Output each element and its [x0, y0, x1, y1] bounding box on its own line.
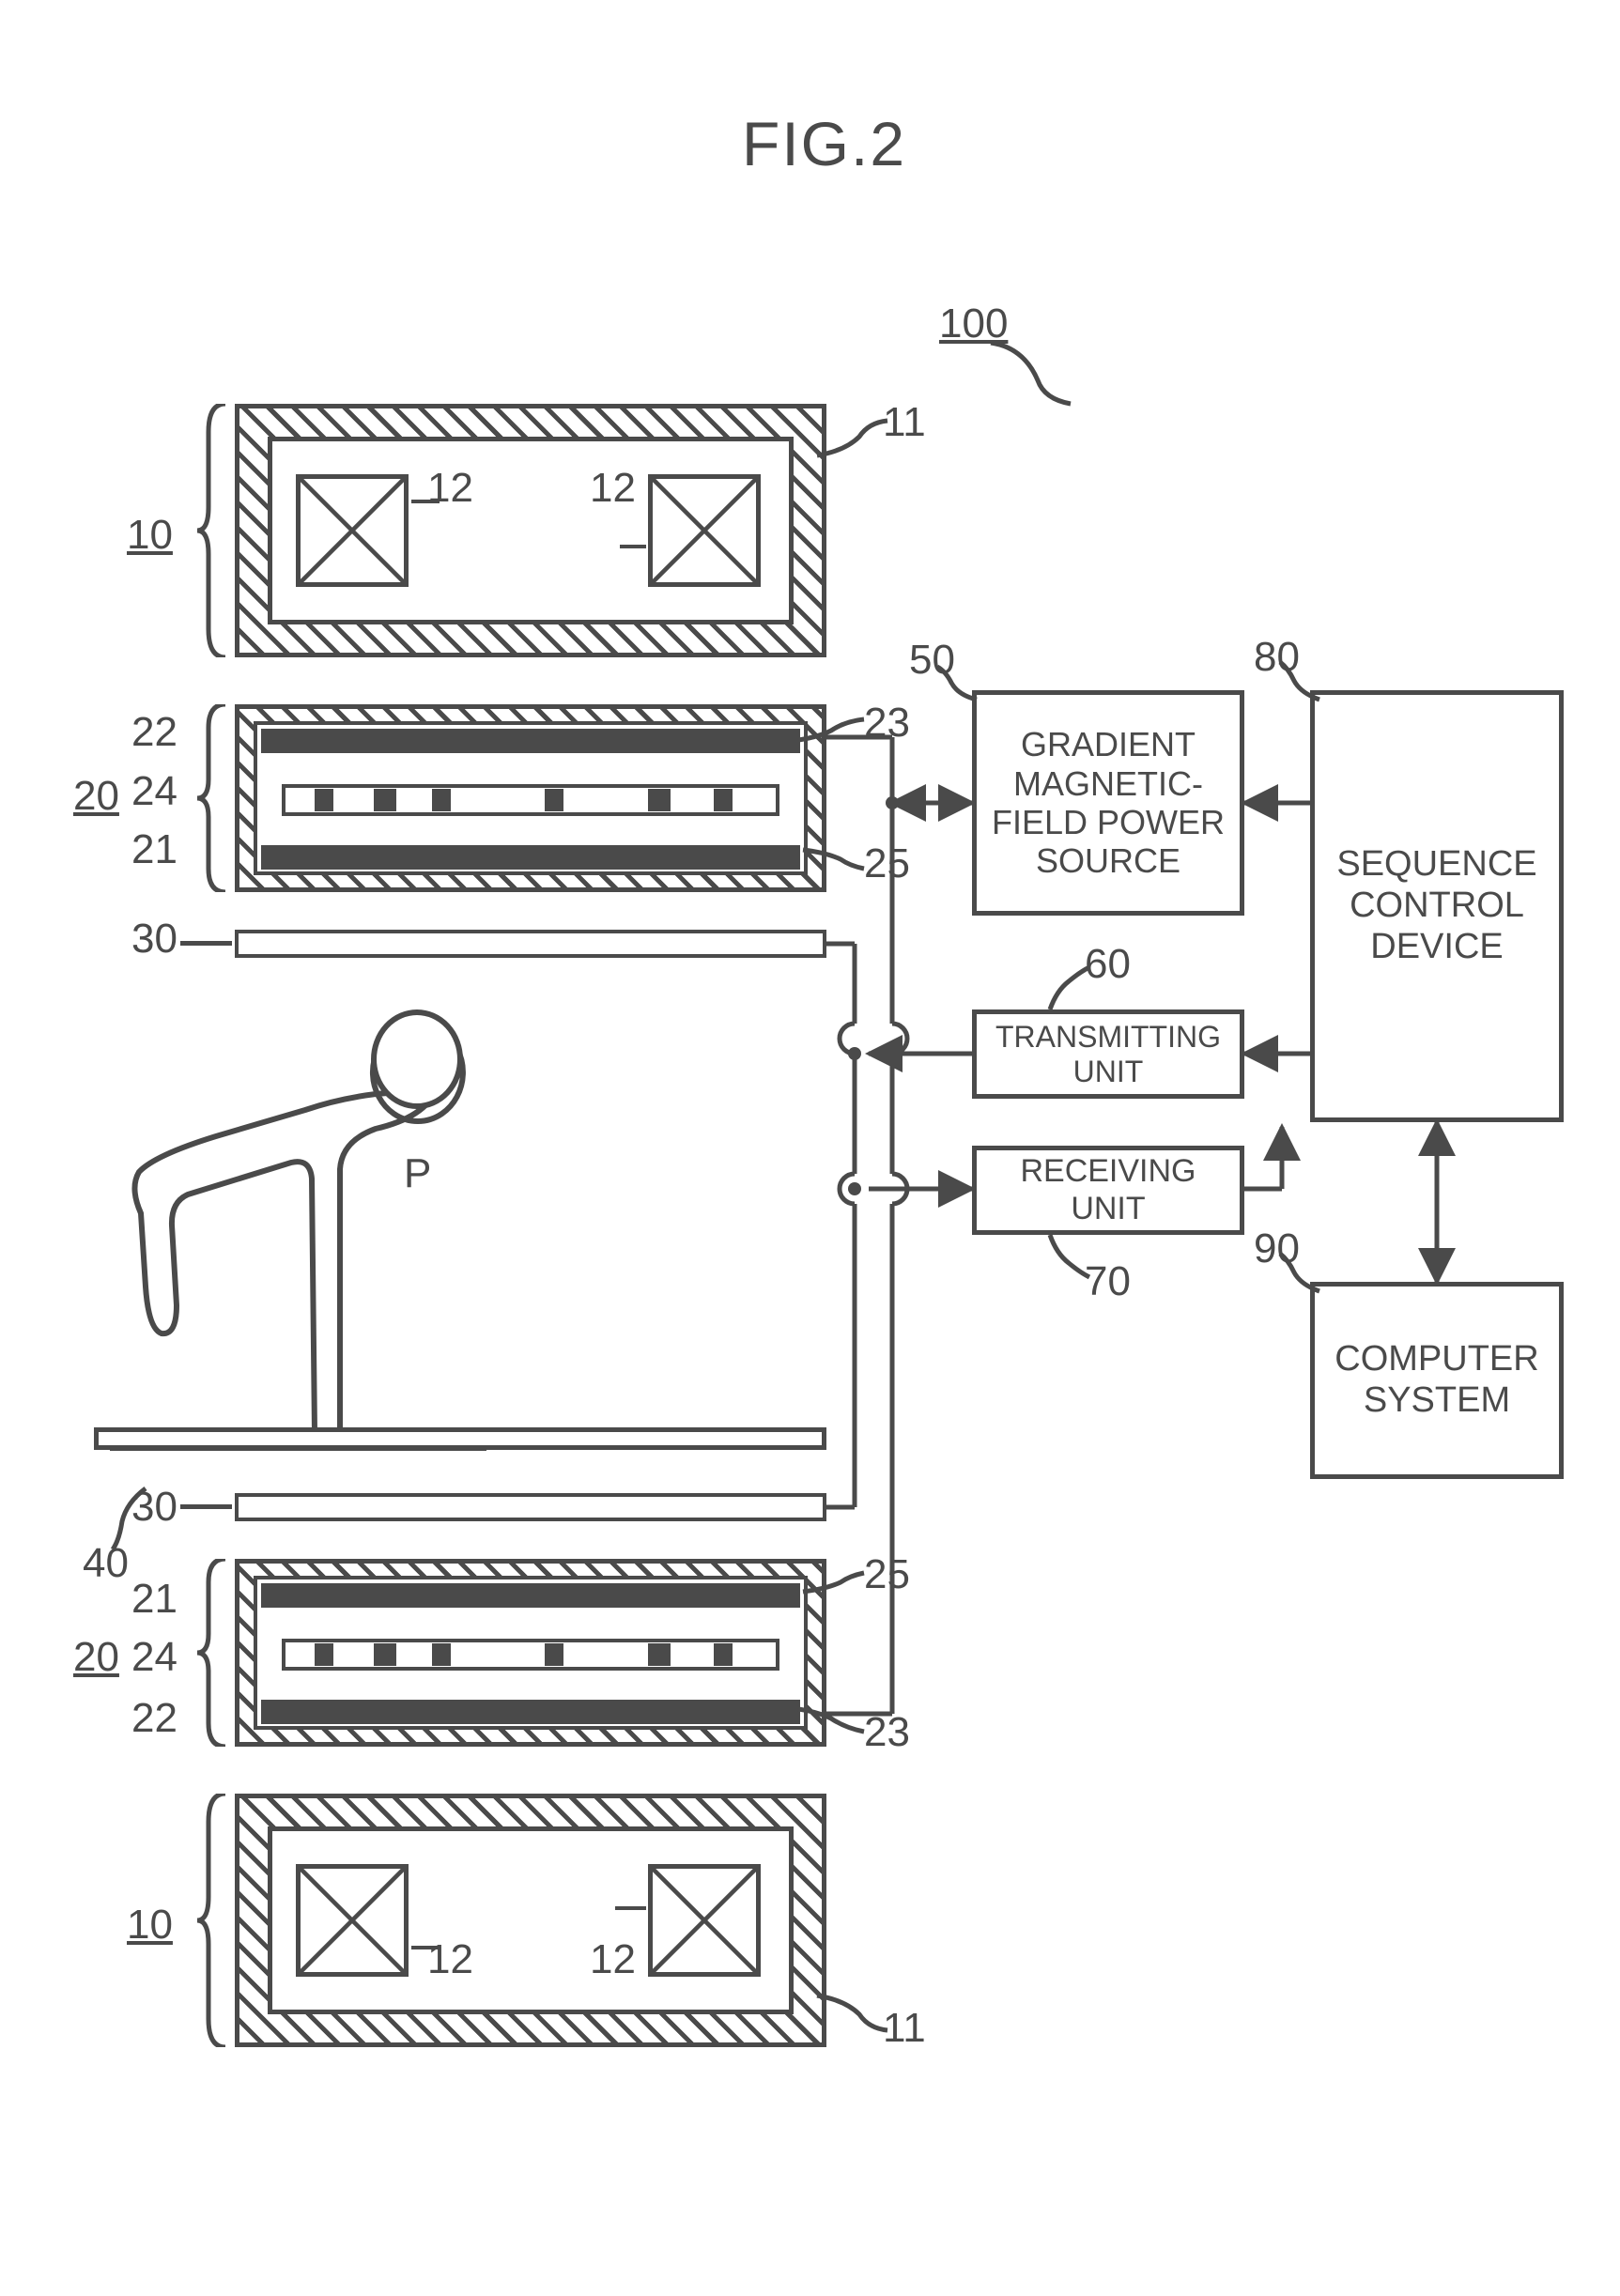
diagram-canvas: FIG.2 100 12 12 10 11 22 24 21 20 [0, 0, 1620, 2296]
wiring-layer [0, 0, 1620, 2296]
